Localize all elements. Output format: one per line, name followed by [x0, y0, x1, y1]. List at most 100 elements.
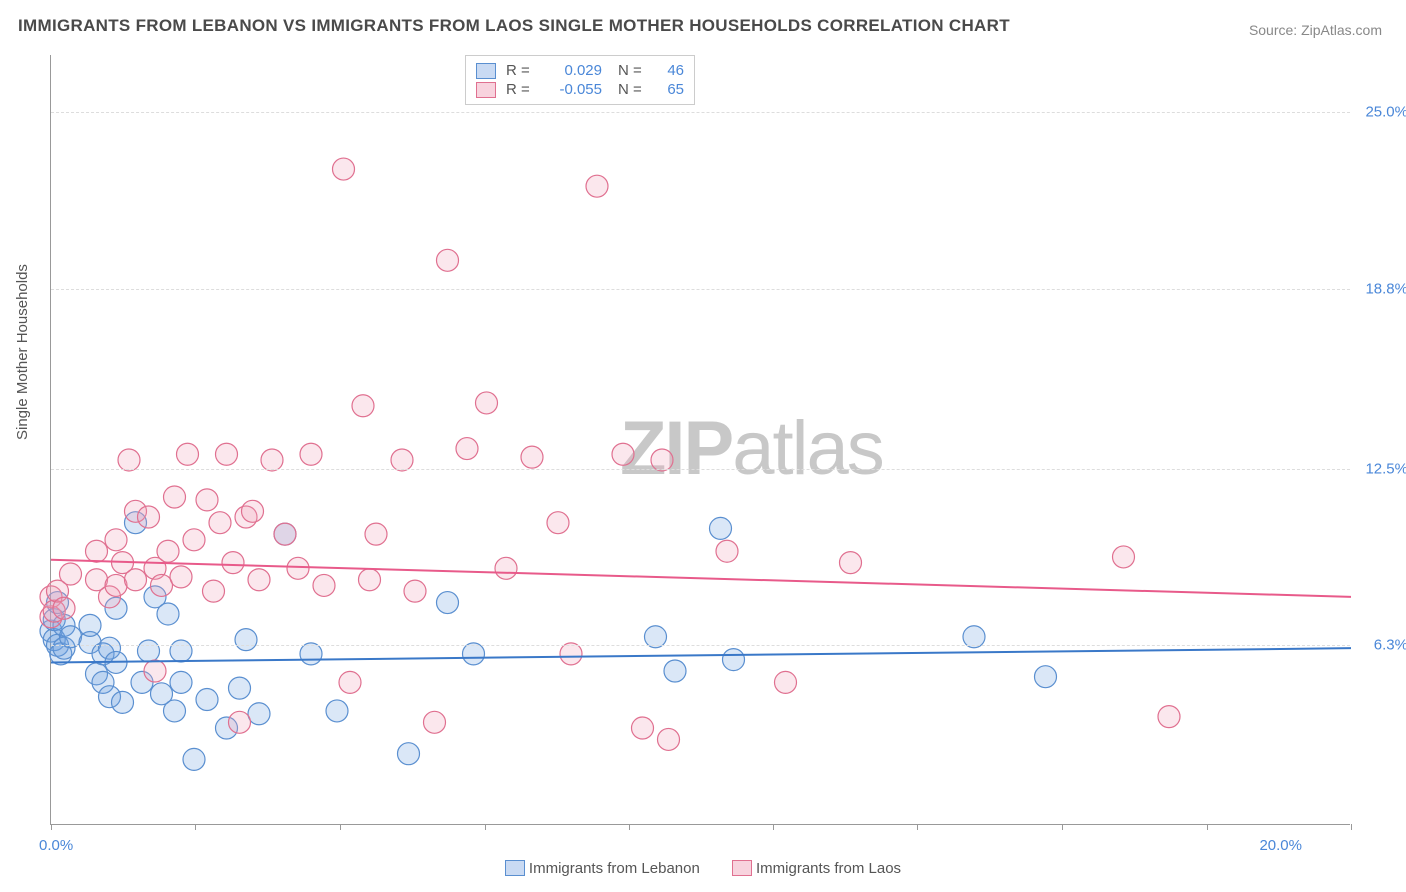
point-laos — [209, 512, 231, 534]
point-lebanon — [79, 614, 101, 636]
point-laos — [53, 597, 75, 619]
legend-row-lebanon: R = 0.029 N = 46 — [476, 62, 684, 79]
series-legend: Immigrants from Lebanon Immigrants from … — [0, 860, 1406, 881]
x-minor-tick — [485, 824, 486, 830]
point-lebanon — [398, 743, 420, 765]
x-minor-tick — [629, 824, 630, 830]
swatch-blue-icon — [476, 63, 496, 79]
gridline — [51, 645, 1350, 646]
point-lebanon — [183, 748, 205, 770]
point-laos — [716, 540, 738, 562]
point-laos — [352, 395, 374, 417]
y-tick-label: 12.5% — [1365, 460, 1406, 477]
point-lebanon — [326, 700, 348, 722]
point-lebanon — [235, 629, 257, 651]
x-minor-tick — [340, 824, 341, 830]
point-laos — [177, 443, 199, 465]
point-laos — [125, 569, 147, 591]
point-laos — [586, 175, 608, 197]
gridline — [51, 112, 1350, 113]
point-laos — [424, 711, 446, 733]
point-laos — [521, 446, 543, 468]
x-tick-max: 20.0% — [1259, 837, 1302, 854]
point-laos — [86, 540, 108, 562]
trendline-laos — [51, 560, 1351, 597]
point-laos — [495, 557, 517, 579]
legend-item-lebanon: Immigrants from Lebanon — [505, 860, 700, 877]
point-lebanon — [170, 640, 192, 662]
point-laos — [248, 569, 270, 591]
point-laos — [300, 443, 322, 465]
point-laos — [105, 529, 127, 551]
x-minor-tick — [51, 824, 52, 830]
point-lebanon — [157, 603, 179, 625]
point-laos — [1113, 546, 1135, 568]
point-laos — [547, 512, 569, 534]
y-tick-label: 18.8% — [1365, 280, 1406, 297]
point-laos — [333, 158, 355, 180]
point-laos — [437, 249, 459, 271]
point-lebanon — [437, 592, 459, 614]
point-lebanon — [170, 671, 192, 693]
point-laos — [632, 717, 654, 739]
point-laos — [60, 563, 82, 585]
point-laos — [144, 660, 166, 682]
x-tick-min: 0.0% — [39, 837, 73, 854]
point-laos — [274, 523, 296, 545]
gridline — [51, 469, 1350, 470]
x-minor-tick — [195, 824, 196, 830]
point-laos — [196, 489, 218, 511]
point-laos — [456, 438, 478, 460]
point-lebanon — [164, 700, 186, 722]
point-laos — [365, 523, 387, 545]
point-laos — [658, 728, 680, 750]
point-laos — [242, 500, 264, 522]
legend-row-laos: R = -0.055 N = 65 — [476, 81, 684, 98]
point-laos — [339, 671, 361, 693]
point-laos — [1158, 706, 1180, 728]
point-laos — [183, 529, 205, 551]
point-lebanon — [112, 691, 134, 713]
swatch-blue-icon — [505, 860, 525, 876]
correlation-legend: R = 0.029 N = 46 R = -0.055 N = 65 — [465, 55, 695, 105]
point-lebanon — [229, 677, 251, 699]
x-minor-tick — [917, 824, 918, 830]
x-minor-tick — [1351, 824, 1352, 830]
point-lebanon — [710, 517, 732, 539]
point-lebanon — [664, 660, 686, 682]
swatch-pink-icon — [732, 860, 752, 876]
point-laos — [222, 552, 244, 574]
point-laos — [203, 580, 225, 602]
legend-item-laos: Immigrants from Laos — [732, 860, 901, 877]
point-laos — [170, 566, 192, 588]
swatch-pink-icon — [476, 82, 496, 98]
point-lebanon — [248, 703, 270, 725]
point-laos — [287, 557, 309, 579]
y-tick-label: 25.0% — [1365, 104, 1406, 121]
chart-title: IMMIGRANTS FROM LEBANON VS IMMIGRANTS FR… — [18, 16, 1010, 36]
x-minor-tick — [1207, 824, 1208, 830]
x-minor-tick — [1062, 824, 1063, 830]
point-laos — [216, 443, 238, 465]
point-laos — [359, 569, 381, 591]
x-minor-tick — [773, 824, 774, 830]
point-laos — [229, 711, 251, 733]
point-laos — [404, 580, 426, 602]
point-laos — [157, 540, 179, 562]
point-laos — [138, 506, 160, 528]
point-laos — [313, 574, 335, 596]
point-laos — [151, 574, 173, 596]
point-lebanon — [1035, 666, 1057, 688]
plot-area: 0.0% 20.0% 6.3%12.5%18.8%25.0% — [50, 55, 1350, 825]
point-lebanon — [723, 649, 745, 671]
gridline — [51, 289, 1350, 290]
point-laos — [840, 552, 862, 574]
scatter-svg — [51, 55, 1350, 824]
point-laos — [476, 392, 498, 414]
y-axis-label: Single Mother Households — [14, 264, 31, 440]
point-laos — [612, 443, 634, 465]
point-lebanon — [196, 689, 218, 711]
point-laos — [105, 574, 127, 596]
point-laos — [775, 671, 797, 693]
point-lebanon — [138, 640, 160, 662]
